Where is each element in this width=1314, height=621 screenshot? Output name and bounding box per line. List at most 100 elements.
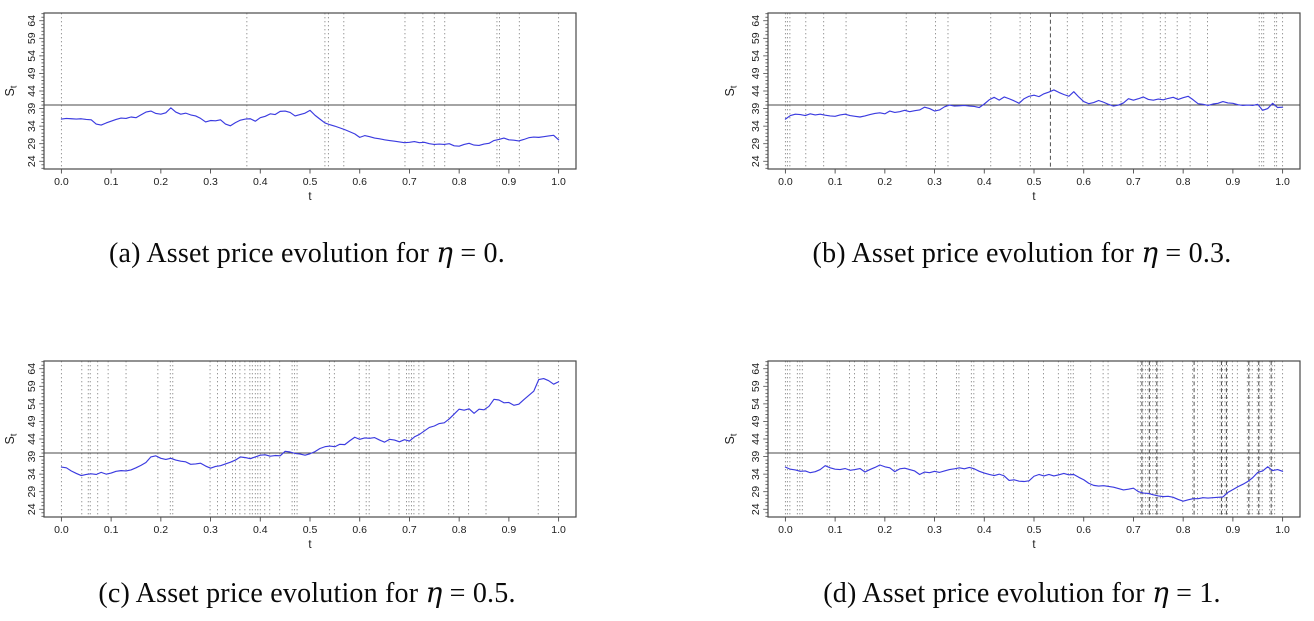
svg-text:0.1: 0.1 <box>104 524 119 536</box>
svg-text:1.0: 1.0 <box>1275 524 1290 536</box>
svg-text:0.7: 0.7 <box>402 176 417 188</box>
eta-symbol: η <box>1141 236 1159 269</box>
svg-text:0.1: 0.1 <box>104 176 119 188</box>
svg-text:0.9: 0.9 <box>502 524 517 536</box>
svg-text:0.9: 0.9 <box>502 176 517 188</box>
svg-text:0.4: 0.4 <box>253 176 268 188</box>
svg-text:0.2: 0.2 <box>154 176 169 188</box>
svg-text:24: 24 <box>26 155 38 167</box>
svg-text:59: 59 <box>750 380 762 392</box>
svg-text:0.5: 0.5 <box>303 176 318 188</box>
svg-text:0.5: 0.5 <box>1027 524 1042 536</box>
svg-text:54: 54 <box>750 398 762 410</box>
svg-text:0.6: 0.6 <box>1076 176 1091 188</box>
caption-c-text: Asset price evolution for <box>135 578 426 609</box>
panel-d: 24 29 34 39 44 49 54 59 64 0.0 0.1 0.2 0.3 0.4 0.5 0.6 0… <box>720 348 1314 558</box>
svg-text:49: 49 <box>26 67 38 79</box>
caption-c: (c) Asset price evolution for η = 0.5. <box>0 576 614 610</box>
svg-text:0.0: 0.0 <box>778 176 793 188</box>
caption-d-label: (d) <box>823 578 863 609</box>
svg-text:54: 54 <box>750 50 762 62</box>
svg-text:44: 44 <box>750 85 762 97</box>
svg-text:St: St <box>723 85 739 96</box>
plot-c: 24 29 34 39 44 49 54 59 64 0.0 0.1 0.2 0.3 0.4 0.5 0.6 0… <box>3 360 577 551</box>
svg-text:0.6: 0.6 <box>352 524 367 536</box>
svg-text:0.8: 0.8 <box>452 524 467 536</box>
svg-text:t: t <box>308 191 312 203</box>
svg-text:0.8: 0.8 <box>1176 524 1191 536</box>
svg-text:0.5: 0.5 <box>303 524 318 536</box>
svg-text:34: 34 <box>750 468 762 480</box>
caption-b-value: = 0.3. <box>1158 238 1232 269</box>
svg-text:0.6: 0.6 <box>1076 524 1091 536</box>
eta-symbol: η <box>425 576 443 609</box>
svg-text:0.6: 0.6 <box>352 176 367 188</box>
plot-d: 24 29 34 39 44 49 54 59 64 0.0 0.1 0.2 0.3 0.4 0.5 0.6 0… <box>723 360 1301 551</box>
caption-a-value: = 0. <box>453 238 505 269</box>
svg-text:0.3: 0.3 <box>927 524 942 536</box>
svg-text:49: 49 <box>750 415 762 427</box>
svg-text:39: 39 <box>750 103 762 115</box>
svg-text:0.7: 0.7 <box>1126 176 1141 188</box>
svg-text:1.0: 1.0 <box>551 524 566 536</box>
caption-d-value: = 1. <box>1168 578 1221 609</box>
eta-symbol: η <box>436 236 454 269</box>
svg-text:34: 34 <box>26 120 38 132</box>
svg-text:St: St <box>723 433 739 444</box>
panel-c: 24 29 34 39 44 49 54 59 64 0.0 0.1 0.2 0.3 0.4 0.5 0.6 0… <box>0 348 590 558</box>
svg-text:0.9: 0.9 <box>1226 524 1241 536</box>
svg-text:49: 49 <box>26 415 38 427</box>
svg-text:64: 64 <box>750 363 762 375</box>
svg-text:0.1: 0.1 <box>828 176 843 188</box>
svg-text:59: 59 <box>750 32 762 44</box>
svg-text:34: 34 <box>26 468 38 480</box>
svg-text:34: 34 <box>750 120 762 132</box>
svg-text:0.4: 0.4 <box>977 176 992 188</box>
caption-b-text: Asset price evolution for <box>851 238 1142 269</box>
svg-text:39: 39 <box>26 103 38 115</box>
svg-text:29: 29 <box>26 138 38 150</box>
svg-text:44: 44 <box>26 433 38 445</box>
svg-text:29: 29 <box>750 486 762 498</box>
svg-text:1.0: 1.0 <box>551 176 566 188</box>
svg-text:59: 59 <box>26 380 38 392</box>
svg-text:0.9: 0.9 <box>1226 176 1241 188</box>
panel-b: 24 29 34 39 44 49 54 59 64 0.0 0.1 0.2 0.3 0.4 0.5 0.6 0… <box>720 0 1314 210</box>
caption-b-label: (b) <box>812 238 852 269</box>
svg-text:St: St <box>3 85 19 96</box>
svg-text:0.3: 0.3 <box>203 524 218 536</box>
svg-text:0.4: 0.4 <box>977 524 992 536</box>
svg-text:0.7: 0.7 <box>1126 524 1141 536</box>
plot-b: 24 29 34 39 44 49 54 59 64 0.0 0.1 0.2 0.3 0.4 0.5 0.6 0… <box>723 12 1301 203</box>
svg-text:0.7: 0.7 <box>402 524 417 536</box>
svg-text:0.0: 0.0 <box>54 524 69 536</box>
caption-a: (a) Asset price evolution for η = 0. <box>0 236 614 270</box>
svg-text:1.0: 1.0 <box>1275 176 1290 188</box>
eta-symbol: η <box>1151 576 1169 609</box>
svg-text:64: 64 <box>26 363 38 375</box>
caption-a-label: (a) <box>109 238 147 269</box>
caption-a-text: Asset price evolution for <box>146 238 437 269</box>
svg-text:54: 54 <box>26 398 38 410</box>
panel-a: 24 29 34 39 44 49 54 59 64 0.0 0.1 0.2 0.3 0.4 0.5 0.6 0… <box>0 0 590 210</box>
svg-text:54: 54 <box>26 50 38 62</box>
svg-text:24: 24 <box>750 503 762 515</box>
svg-text:0.8: 0.8 <box>1176 176 1191 188</box>
svg-text:0.8: 0.8 <box>452 176 467 188</box>
svg-text:24: 24 <box>26 503 38 515</box>
svg-text:t: t <box>1032 539 1036 551</box>
svg-text:0.4: 0.4 <box>253 524 268 536</box>
svg-text:29: 29 <box>750 138 762 150</box>
svg-text:0.2: 0.2 <box>878 524 893 536</box>
caption-d: (d) Asset price evolution for η = 1. <box>728 576 1314 610</box>
svg-text:0.3: 0.3 <box>203 176 218 188</box>
svg-text:t: t <box>308 539 312 551</box>
caption-b: (b) Asset price evolution for η = 0.3. <box>728 236 1314 270</box>
svg-text:0.1: 0.1 <box>828 524 843 536</box>
svg-text:64: 64 <box>750 15 762 27</box>
svg-text:49: 49 <box>750 67 762 79</box>
svg-text:0.3: 0.3 <box>927 176 942 188</box>
svg-text:St: St <box>3 433 19 444</box>
svg-text:44: 44 <box>750 433 762 445</box>
